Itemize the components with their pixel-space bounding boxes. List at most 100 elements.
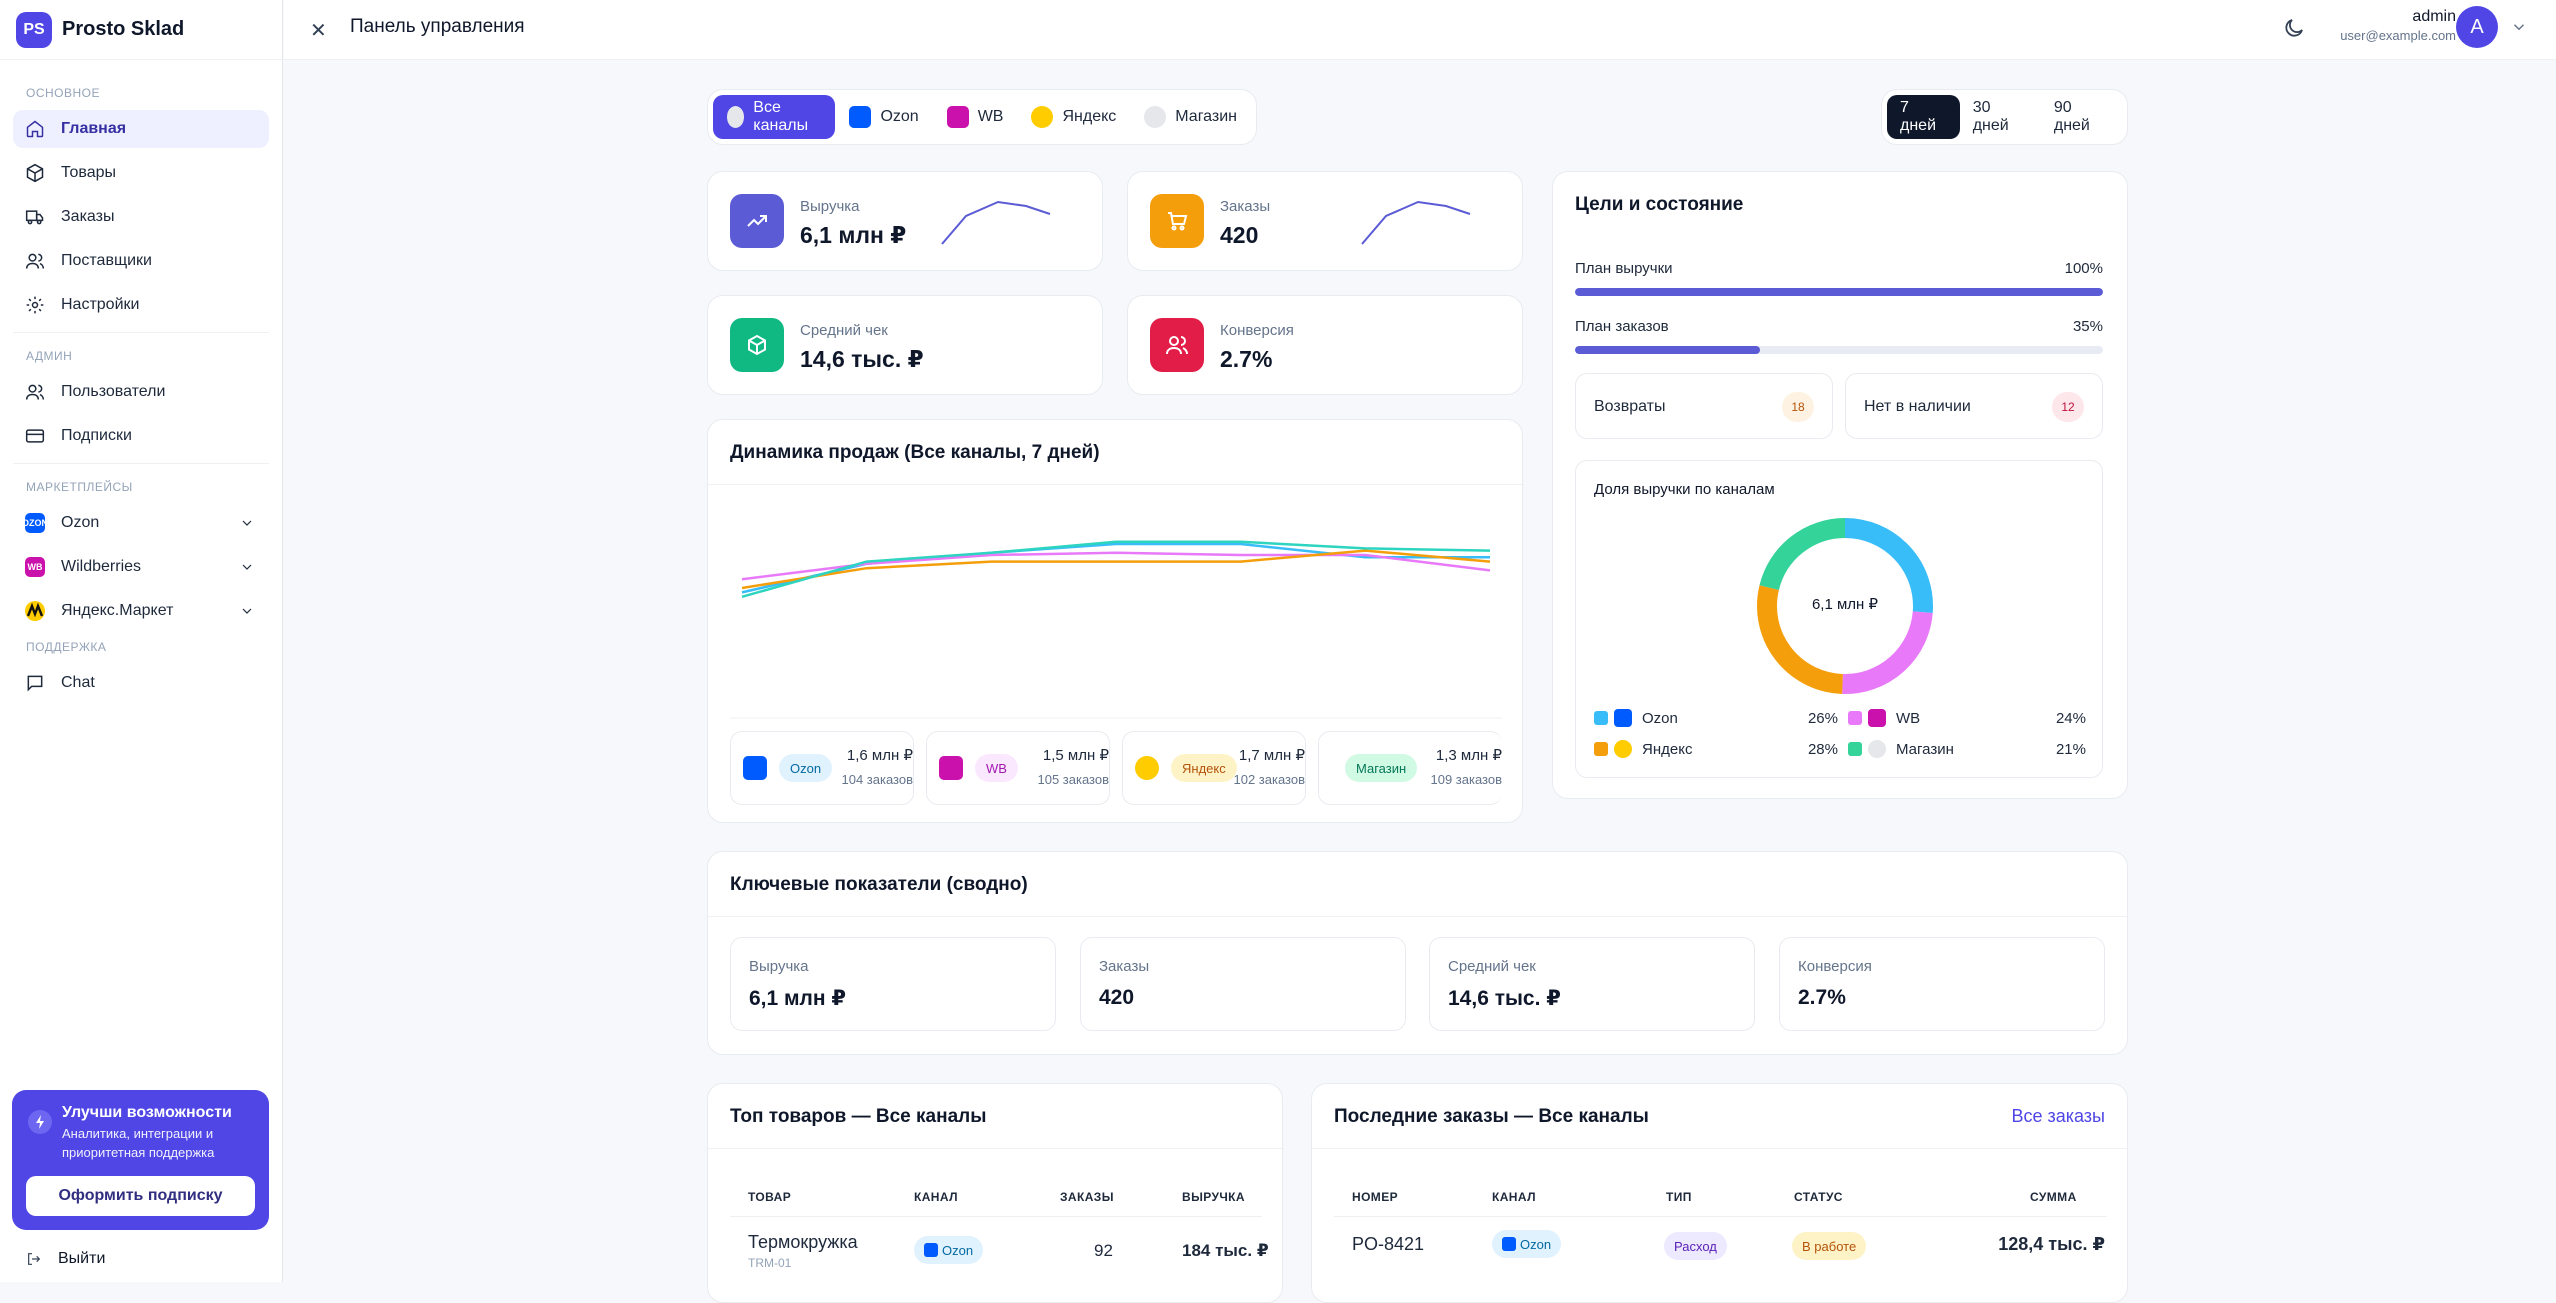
wb-logo-icon — [939, 756, 963, 780]
user-email: user@example.com — [2340, 28, 2456, 43]
box-icon — [26, 163, 44, 183]
all-channels-icon — [727, 106, 745, 128]
column-header[interactable]: СТАТУС — [1794, 1190, 1843, 1204]
kpi-conversion: Конверсия 2.7% — [1127, 295, 1523, 395]
channel-card-ozon[interactable]: Ozon 1,6 млн ₽ 104 заказов — [730, 731, 914, 805]
sidebar-item-suppliers[interactable]: Поставщики — [13, 242, 269, 280]
legend-pct: 28% — [1807, 740, 1838, 758]
all-orders-link[interactable]: Все заказы — [2011, 1106, 2105, 1126]
sidebar-item-subscriptions[interactable]: Подписки — [13, 417, 269, 455]
moon-icon[interactable] — [2282, 16, 2306, 40]
key-metric-conversion: Конверсия 2.7% — [1779, 937, 2105, 1031]
sidebar: PS Prosto Sklad ОСНОВНОЕ Главная Товары … — [0, 0, 283, 1282]
channel-chip-wb[interactable]: WB — [933, 95, 1018, 139]
status-badge: В работе — [1792, 1232, 1867, 1260]
sidebar-item-orders[interactable]: Заказы — [13, 198, 269, 236]
period-7-days[interactable]: 7 дней — [1887, 95, 1960, 139]
ozon-logo-icon: OZON — [22, 513, 48, 533]
key-metric-orders: Заказы 420 — [1080, 937, 1406, 1031]
chip-label: Ozon — [880, 108, 919, 125]
key-metrics-card: Ключевые показатели (сводно) Выручка 6,1… — [707, 851, 2128, 1055]
chevron-down-icon[interactable] — [239, 559, 255, 575]
logout-link[interactable]: Выйти — [26, 1250, 105, 1268]
upgrade-promo: Улучши возможности Аналитика, интеграции… — [12, 1090, 269, 1230]
divider — [13, 332, 269, 333]
top-products-card: Топ товаров — Все каналы ТОВАР КАНАЛ ЗАК… — [707, 1083, 1284, 1303]
legend-pct: 24% — [2055, 709, 2086, 727]
sidebar-item-label: Wildberries — [61, 558, 142, 575]
orders-plan-pct: 35% — [2072, 318, 2103, 335]
column-header[interactable]: КАНАЛ — [1492, 1190, 1536, 1204]
metric-label: Выручка — [749, 958, 809, 975]
sidebar-item-settings[interactable]: Настройки — [13, 286, 269, 324]
channel-chip-all[interactable]: Все каналы — [713, 95, 836, 139]
revenue-share-panel: Доля выручки по каналам 6,1 млн ₽ Ozon 2… — [1575, 460, 2103, 778]
period-30-days[interactable]: 30 дней — [1972, 99, 2009, 134]
kpi-label: Заказы — [1220, 198, 1271, 215]
sidebar-item-chat[interactable]: Chat — [13, 664, 269, 702]
channel-card-wb[interactable]: WB 1,5 млн ₽ 105 заказов — [926, 731, 1110, 805]
column-header[interactable]: НОМЕР — [1352, 1190, 1399, 1204]
recent-orders-card: Последние заказы — Все каналы Все заказы… — [1311, 1083, 2129, 1303]
column-header[interactable]: ТИП — [1666, 1190, 1692, 1204]
sidebar-item-home[interactable]: Главная — [13, 110, 269, 148]
credit-card-icon — [25, 429, 45, 443]
wb-logo-icon — [946, 106, 969, 128]
metric-value: 14,6 тыс. ₽ — [1448, 987, 1561, 1010]
store-icon — [1144, 106, 1167, 128]
revenue-plan-label: План выручки — [1575, 260, 1673, 277]
legend-name: Ozon — [1642, 709, 1678, 727]
legend-item-store: Магазин 21% — [1848, 740, 2086, 758]
orders-plan-label: План заказов — [1575, 318, 1669, 335]
orders-plan-row: План заказов 35% — [1575, 318, 2103, 354]
topbar: ✕ Панель управления admin user@example.c… — [284, 0, 2556, 60]
sidebar-item-ozon[interactable]: OZON Ozon — [13, 504, 269, 542]
orders-plan-fill — [1575, 346, 1760, 354]
ozon-logo-icon — [924, 1243, 938, 1257]
column-header[interactable]: СУММА — [2030, 1190, 2077, 1204]
revenue-plan-bar — [1575, 288, 2103, 296]
kpi-avg-check: Средний чек 14,6 тыс. ₽ — [707, 295, 1103, 395]
channel-orders: 109 заказов — [1430, 772, 1503, 787]
close-icon[interactable]: ✕ — [310, 20, 327, 42]
sidebar-item-wildberries[interactable]: WB Wildberries — [13, 548, 269, 586]
key-metrics-title: Ключевые показатели (сводно) — [730, 874, 1028, 895]
channel-chip-ozon[interactable]: Ozon — [835, 95, 932, 139]
yandex-logo-icon — [25, 601, 45, 621]
revenue-share-donut — [1757, 518, 1933, 694]
channel-card-yandex[interactable]: Яндекс 1,7 млн ₽ 102 заказов — [1122, 731, 1306, 805]
metric-value: 6,1 млн ₽ — [749, 987, 847, 1010]
subscribe-button[interactable]: Оформить подписку — [26, 1176, 255, 1216]
legend-item-wb: WB 24% — [1848, 709, 2086, 727]
channel-chip-yandex[interactable]: Яндекс — [1017, 95, 1130, 139]
wb-logo-icon — [1868, 709, 1886, 727]
legend-swatch — [1848, 711, 1862, 725]
kpi-label: Средний чек — [800, 322, 888, 339]
divider — [708, 1148, 1284, 1149]
sidebar-item-users[interactable]: Пользователи — [13, 373, 269, 411]
channel-pill: Ozon — [914, 1236, 984, 1264]
channel-card-store[interactable]: Магазин 1,3 млн ₽ 109 заказов — [1318, 731, 1502, 805]
column-header[interactable]: ЗАКАЗЫ — [1060, 1190, 1114, 1204]
legend-swatch — [1594, 742, 1608, 756]
brand[interactable]: PS Prosto Sklad — [0, 0, 282, 60]
out-of-stock-box[interactable]: Нет в наличии 12 — [1845, 373, 2103, 439]
sales-dynamics-card: Динамика продаж (Все каналы, 7 дней) Ozo… — [707, 419, 1524, 823]
page-title: Панель управления — [350, 16, 525, 37]
column-header[interactable]: ТОВАР — [748, 1190, 792, 1204]
chevron-down-icon[interactable] — [239, 603, 255, 619]
gear-icon — [26, 296, 44, 314]
sidebar-item-yandex-market[interactable]: Яндекс.Маркет — [13, 592, 269, 630]
column-header[interactable]: ВЫРУЧКА — [1182, 1190, 1245, 1204]
returns-box[interactable]: Возвраты 18 — [1575, 373, 1833, 439]
column-header[interactable]: КАНАЛ — [914, 1190, 958, 1204]
channel-pill: Ozon — [1492, 1230, 1562, 1258]
sidebar-item-products[interactable]: Товары — [13, 154, 269, 192]
chevron-down-icon[interactable] — [2510, 18, 2528, 36]
chevron-down-icon[interactable] — [239, 515, 255, 531]
logout-icon — [28, 1253, 41, 1265]
period-90-days[interactable]: 90 дней — [2053, 99, 2090, 134]
avatar[interactable]: A — [2456, 6, 2498, 48]
user-info[interactable]: admin user@example.com — [2340, 8, 2456, 43]
channel-chip-store[interactable]: Магазин — [1130, 95, 1251, 139]
